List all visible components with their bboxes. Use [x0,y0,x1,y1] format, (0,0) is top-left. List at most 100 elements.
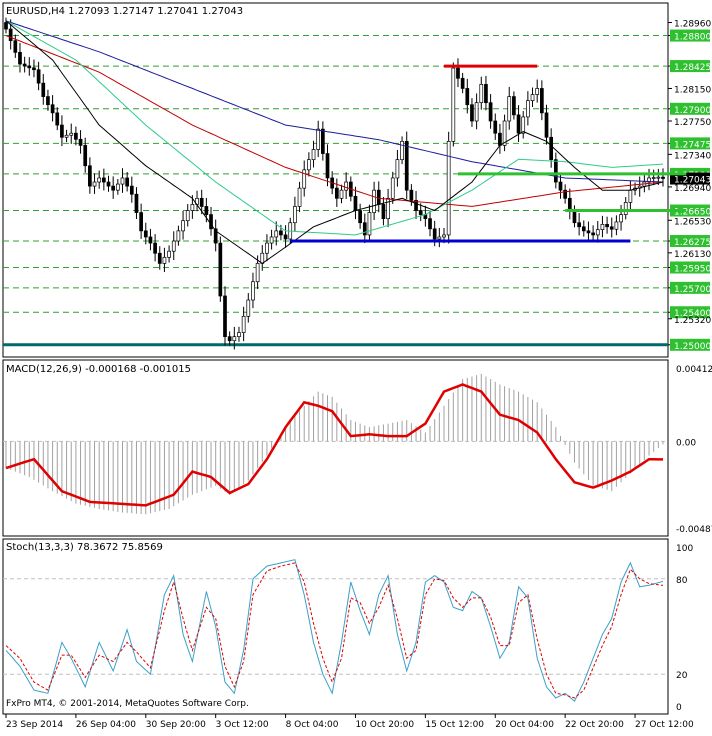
candle-body [619,214,623,223]
candle-body [432,228,437,240]
candle-body [544,112,549,138]
time-axis: 23 Sep 2014 26 Sep 04:00 30 Sep 20:00 3 Oct… [5,714,694,730]
time-label: 3 Oct 12:00 [216,720,269,730]
candle-body [428,218,432,230]
candle-body [32,67,36,71]
candle-body [474,102,479,122]
candle-body [293,206,297,224]
candle-body [46,96,50,106]
price-level-box [670,102,710,115]
price-level-box [670,204,710,217]
candle-body [540,88,544,114]
candle-body [507,96,512,122]
macd-signal-line [5,383,663,507]
candle-body [372,189,376,213]
price-label: 1.27475 [674,140,711,150]
candle-body [656,176,661,179]
candle-body [502,120,507,146]
candle-body [437,236,442,240]
price-pane[interactable]: 1.28960 1.28800 1.28425 1.28150 1.27900 1.277… [3,17,711,352]
candle-body [185,210,190,222]
candle-body [55,112,60,126]
price-label: 1.25950 [674,264,711,274]
candle-body [647,177,651,183]
moving-average-line [5,20,664,265]
candle-body [316,128,321,150]
candle-body [213,228,218,244]
candle-body [376,189,381,205]
candle-body [362,222,367,236]
candle-body [115,183,120,191]
candle-body [535,88,540,95]
candle-body [512,96,516,116]
candle-body [246,299,251,317]
candle-body [13,40,18,53]
candle-body [83,145,88,167]
price-label: 1.26650 [674,208,711,218]
candle-body [591,232,595,236]
candle-body [60,124,64,138]
candle-body [516,114,521,134]
candle-body [605,224,609,228]
candle-body [451,67,456,142]
candle-body [334,187,339,199]
time-label: 8 Oct 04:00 [286,720,339,730]
candle-body [339,189,344,199]
candle-body [241,315,246,333]
candle-body [456,67,460,79]
candle-body [386,197,390,220]
current-price-box [670,172,710,185]
candle-body [22,63,27,67]
stoch-signal-line [5,562,664,699]
candle-body [171,240,176,252]
candle-body [572,210,577,224]
candle-body [8,28,13,42]
candle-body [88,165,92,187]
time-label: 22 Oct 20:00 [565,720,624,730]
candle-body [381,204,386,220]
stochastic-pane[interactable]: 100 80 20 0 [3,544,693,713]
candle-body [218,242,223,297]
candle-body [199,197,204,207]
candle-body [297,187,302,207]
candle-body [125,177,129,187]
price-level-box [670,235,710,248]
candle-body [157,252,162,264]
candle-body [111,185,116,191]
macd-pane-frame [2,359,669,537]
price-level-box [670,338,710,351]
candle-body [181,220,185,232]
time-label: 10 Oct 20:00 [355,720,414,730]
candle-body [27,65,32,69]
candle-body [358,210,362,224]
price-label: 1.25700 [674,285,711,295]
candle-body [139,212,143,232]
candle-body [78,138,83,146]
candle-body [74,132,78,140]
time-label: 26 Sep 04:00 [76,720,136,730]
candle-body [120,177,125,185]
main-title: EURUSD,H4 1.27093 1.27147 1.27041 1.2704… [6,6,243,17]
candle-body [446,140,451,236]
candle-body [102,177,106,183]
macd-pane[interactable]: 0.004127 0.00 -0.00487 [3,365,712,535]
candle-body [92,181,97,187]
moving-average-line [5,20,664,183]
price-label: 1.26275 [674,238,711,248]
candle-body [321,128,325,154]
time-label: 30 Sep 20:00 [146,720,206,730]
candle-body [404,140,409,191]
price-label: 1.28800 [674,33,711,43]
time-label: 27 Oct 12:00 [635,720,694,730]
price-level-box [670,306,710,319]
candle-body [167,250,171,258]
stoch-axis-label: 100 [676,544,693,554]
candle-body [651,177,656,179]
candle-body [260,252,265,264]
candle-body [302,169,307,189]
time-label: 20 Oct 04:00 [495,720,554,730]
candle-body [176,230,181,242]
price-level-box [670,281,710,294]
stoch-axis-label: 80 [676,576,688,586]
